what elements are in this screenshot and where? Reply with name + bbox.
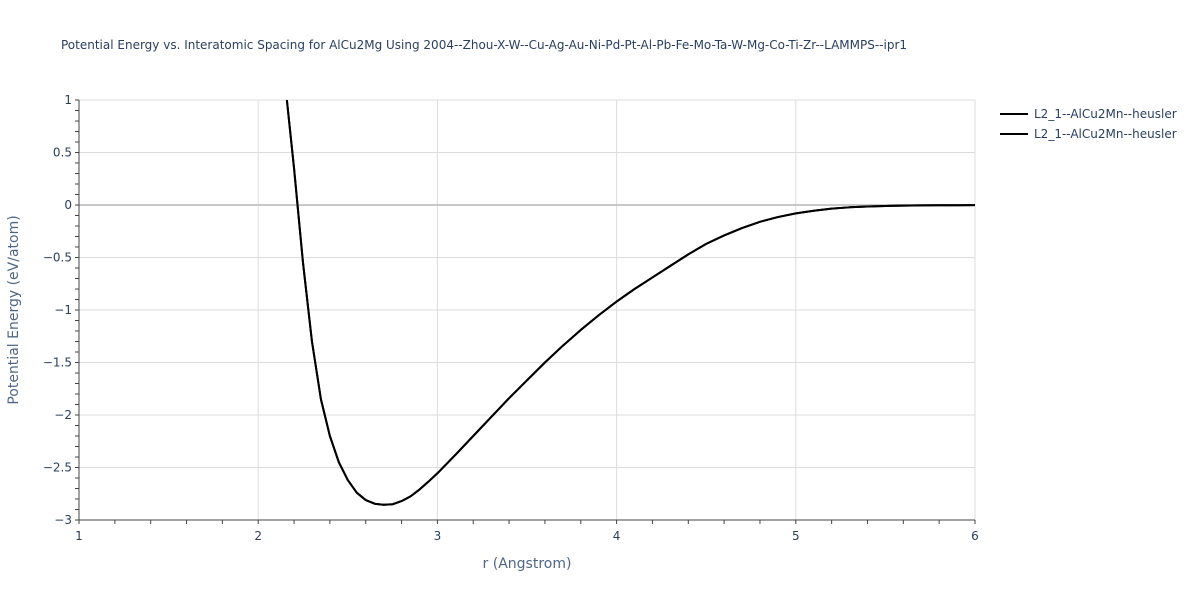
axes: 1 2 3 4 5 6 1 0.5 0 −0.5 −1 −1.5 −2 −2.5 −3: [43, 93, 979, 543]
legend-label: L2_1--AlCu2Mn--heusler: [1034, 107, 1177, 121]
y-tick-label: −2.5: [43, 461, 72, 475]
y-tick-label: 0: [64, 198, 72, 212]
y-tick-label: −0.5: [43, 251, 72, 265]
y-tick-label: 1: [64, 93, 72, 107]
x-tick-label: 6: [971, 529, 979, 543]
y-tick-label: −2: [54, 408, 72, 422]
legend-item[interactable]: L2_1--AlCu2Mn--heusler: [1000, 107, 1177, 121]
y-axis-title: Potential Energy (eV/atom): [6, 215, 22, 404]
x-axis-title: r (Angstrom): [483, 556, 572, 572]
legend[interactable]: L2_1--AlCu2Mn--heusler L2_1--AlCu2Mn--heu…: [1000, 107, 1177, 141]
x-tick-label: 1: [75, 529, 83, 543]
series-line: [285, 100, 975, 506]
x-tick-label: 4: [613, 529, 621, 543]
x-tick-label: 3: [434, 529, 442, 543]
legend-label: L2_1--AlCu2Mn--heusler: [1034, 127, 1177, 141]
series-lines: [285, 100, 975, 506]
legend-item[interactable]: L2_1--AlCu2Mn--heusler: [1000, 127, 1177, 141]
chart-title: Potential Energy vs. Interatomic Spacing…: [61, 38, 908, 52]
series-line: [285, 100, 975, 506]
x-tick-label: 5: [792, 529, 800, 543]
y-tick-label: −1.5: [43, 356, 72, 370]
x-tick-label: 2: [254, 529, 262, 543]
y-tick-label: 0.5: [53, 146, 72, 160]
y-tick-label: −3: [54, 513, 72, 527]
grid: [78, 99, 976, 521]
y-tick-label: −1: [54, 303, 72, 317]
